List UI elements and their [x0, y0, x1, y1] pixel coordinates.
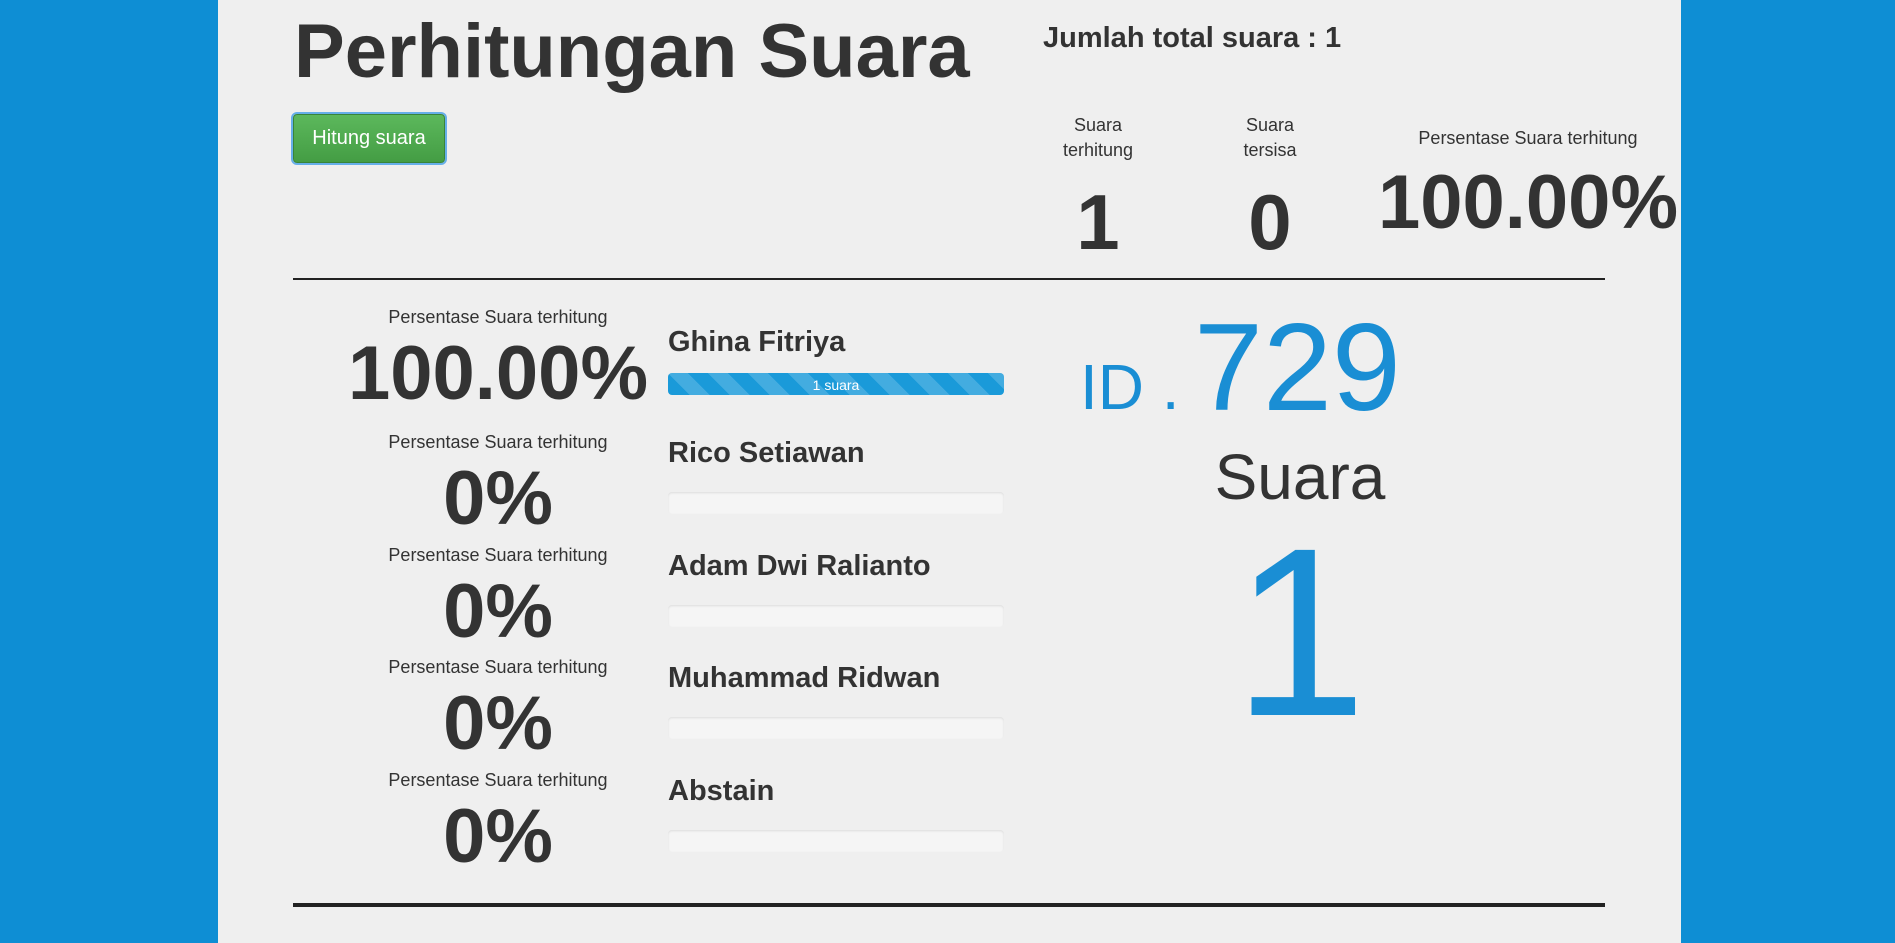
- counted-label-line1: Suara: [1073, 115, 1123, 135]
- page-title: Perhitungan Suara: [294, 9, 970, 94]
- candidate-4: Muhammad Ridwan: [668, 662, 1004, 739]
- percent-label: Persentase Suara terhitung: [388, 657, 608, 677]
- overall-percent-label: Persentase Suara terhitung: [1418, 128, 1638, 148]
- candidate-name: Abstain: [668, 775, 775, 807]
- vote-progress-bar: [668, 492, 1004, 514]
- vote-progress-bar: [668, 717, 1004, 739]
- count-votes-button[interactable]: Hitung suara: [293, 114, 445, 163]
- candidate-name: Muhammad Ridwan: [668, 662, 941, 694]
- candidate-percent-4: Persentase Suara terhitung 0%: [338, 657, 658, 762]
- candidate-name: Ghina Fitriya: [668, 326, 846, 358]
- candidate-percent-2: Persentase Suara terhitung 0%: [338, 432, 658, 537]
- percent-label: Persentase Suara terhitung: [388, 432, 608, 452]
- percent-label: Persentase Suara terhitung: [388, 545, 608, 565]
- total-votes-heading: Jumlah total suara : 1: [1043, 22, 1342, 54]
- percent-value: 0%: [443, 569, 553, 654]
- overall-percent-value: 100.00%: [1378, 160, 1679, 245]
- counted-label-line2: terhitung: [1062, 140, 1134, 160]
- bottom-divider: [293, 903, 1605, 907]
- vote-label: Suara: [1214, 441, 1386, 513]
- ballot-id-prefix: ID .: [1080, 351, 1180, 423]
- counted-value: 1: [1076, 178, 1120, 266]
- candidate-name: Rico Setiawan: [668, 437, 865, 469]
- remaining-stat: Suara tersisa 0: [1190, 113, 1350, 261]
- vote-progress-fill: 1 suara: [668, 373, 1004, 395]
- candidate-percent-3: Persentase Suara terhitung 0%: [338, 545, 658, 650]
- counted-stat: Suara terhitung 1: [1018, 113, 1178, 261]
- candidate-percent-5: Persentase Suara terhitung 0%: [338, 770, 658, 875]
- remaining-value: 0: [1248, 178, 1292, 266]
- percent-label: Persentase Suara terhitung: [388, 770, 608, 790]
- remaining-label-line2: tersisa: [1243, 140, 1297, 160]
- vote-progress-bar: [668, 830, 1004, 852]
- main-panel: Perhitungan Suara Hitung suara Jumlah to…: [218, 0, 1681, 943]
- percent-value: 0%: [443, 681, 553, 766]
- vote-count: 1: [1233, 498, 1367, 766]
- percent-value: 0%: [443, 794, 553, 879]
- candidate-1: Ghina Fitriya 1 suara: [668, 326, 1004, 395]
- vote-progress-bar: [668, 605, 1004, 627]
- percent-label: Persentase Suara terhitung: [388, 307, 608, 327]
- candidate-3: Adam Dwi Ralianto: [668, 550, 1004, 627]
- divider: [293, 278, 1605, 280]
- candidate-2: Rico Setiawan: [668, 437, 1004, 514]
- vote-progress-bar: 1 suara: [668, 373, 1004, 395]
- candidate-5: Abstain: [668, 775, 1004, 852]
- percent-value: 0%: [443, 456, 553, 541]
- overall-percent-stat: Persentase Suara terhitung 100.00%: [1378, 126, 1678, 241]
- candidate-name: Adam Dwi Ralianto: [668, 550, 931, 582]
- remaining-label-line1: Suara: [1245, 115, 1295, 135]
- percent-value: 100.00%: [347, 331, 649, 416]
- ballot-id-number: 729: [1194, 299, 1401, 437]
- candidate-percent-1: Persentase Suara terhitung 100.00%: [338, 307, 658, 412]
